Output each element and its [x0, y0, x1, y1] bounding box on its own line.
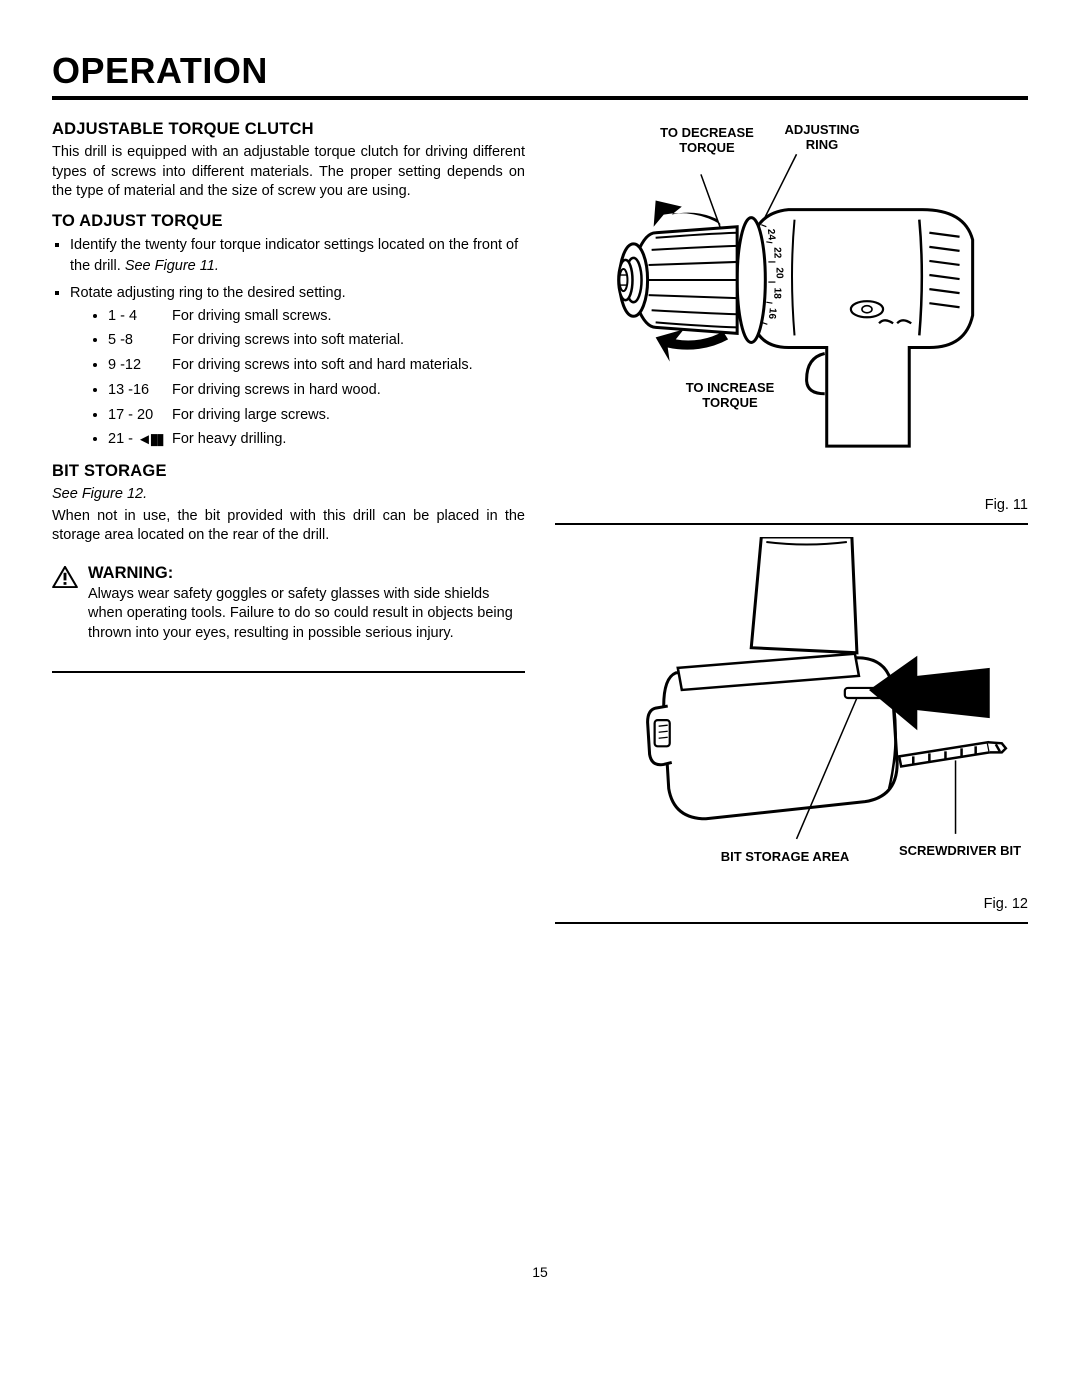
warning-icon	[52, 564, 80, 654]
fig11-label-adjusting-ring: ADJUSTING RING	[767, 123, 877, 153]
setting-range: 17 - 20	[108, 405, 172, 427]
figure-12: BIT STORAGE AREA SCREWDRIVER BIT Fig. 12	[555, 537, 1028, 912]
figure-divider-1	[555, 523, 1028, 525]
figure-11: 24 22 20 18 16	[555, 114, 1028, 513]
warning-text: Always wear safety goggles or safety gla…	[88, 585, 525, 644]
setting-desc: For heavy drilling.	[172, 429, 286, 452]
warning-title: WARNING:	[88, 564, 525, 583]
adjust-step-2-text: Rotate adjusting ring to the desired set…	[70, 285, 346, 301]
fig11-label-increase: TO INCREASE TORQUE	[670, 381, 790, 411]
setting-desc: For driving screws into soft and hard ma…	[172, 355, 473, 377]
setting-row: 9 -12For driving screws into soft and ha…	[108, 355, 525, 377]
adjust-step-2: Rotate adjusting ring to the desired set…	[70, 283, 525, 452]
setting-range: 13 -16	[108, 380, 172, 402]
heavy-range-text: 21 -	[108, 431, 137, 447]
page-number: 15	[52, 1264, 1028, 1280]
setting-range: 1 - 4	[108, 306, 172, 328]
page-title: OPERATION	[52, 50, 1028, 92]
right-column: 24 22 20 18 16	[555, 114, 1028, 924]
fig11-label-decrease: TO DECREASE TORQUE	[647, 126, 767, 156]
figure-11-svg: 24 22 20 18 16	[555, 114, 1028, 486]
svg-text:16: 16	[766, 307, 778, 320]
setting-row-heavy: 21 - ◄▮▮ For heavy drilling.	[108, 429, 525, 452]
clutch-body: This drill is equipped with an adjustabl…	[52, 143, 525, 202]
two-column-layout: ADJUSTABLE TORQUE CLUTCH This drill is e…	[52, 114, 1028, 924]
setting-desc: For driving large screws.	[172, 405, 330, 427]
adjust-step-1-ref: See Figure 11.	[125, 258, 219, 274]
clutch-heading: ADJUSTABLE TORQUE CLUTCH	[52, 120, 525, 139]
left-column-end-divider	[52, 671, 525, 673]
drill-icon: ◄▮▮	[137, 431, 162, 448]
setting-desc: For driving screws into soft material.	[172, 330, 404, 352]
left-column: ADJUSTABLE TORQUE CLUTCH This drill is e…	[52, 114, 525, 924]
setting-row: 13 -16For driving screws in hard wood.	[108, 380, 525, 402]
setting-range: 5 -8	[108, 330, 172, 352]
svg-text:24: 24	[765, 228, 777, 241]
figure-12-svg	[555, 537, 1028, 869]
title-divider	[52, 96, 1028, 100]
bit-body: When not in use, the bit provided with t…	[52, 507, 525, 546]
bit-see-ref: See Figure 12.	[52, 485, 525, 505]
figure-12-caption: Fig. 12	[555, 896, 1028, 912]
setting-row: 17 - 20For driving large screws.	[108, 405, 525, 427]
adjust-heading: TO ADJUST TORQUE	[52, 212, 525, 231]
bit-heading: BIT STORAGE	[52, 462, 525, 481]
setting-range: 9 -12	[108, 355, 172, 377]
figure-divider-2	[555, 922, 1028, 924]
setting-range: 21 - ◄▮▮	[108, 429, 172, 452]
svg-text:20: 20	[773, 267, 784, 279]
warning-block: WARNING: Always wear safety goggles or s…	[52, 564, 525, 654]
setting-desc: For driving screws in hard wood.	[172, 380, 381, 402]
adjust-steps: Identify the twenty four torque indicato…	[52, 235, 525, 452]
setting-row: 5 -8For driving screws into soft materia…	[108, 330, 525, 352]
fig12-label-bit: SCREWDRIVER BIT	[880, 844, 1040, 859]
setting-row: 1 - 4For driving small screws.	[108, 306, 525, 328]
svg-text:22: 22	[771, 247, 782, 259]
setting-desc: For driving small screws.	[172, 306, 332, 328]
svg-text:18: 18	[771, 287, 782, 299]
figure-11-caption: Fig. 11	[555, 497, 1028, 513]
adjust-step-1: Identify the twenty four torque indicato…	[70, 235, 525, 277]
torque-settings-list: 1 - 4For driving small screws. 5 -8For d…	[70, 306, 525, 452]
fig12-label-storage: BIT STORAGE AREA	[705, 850, 865, 865]
